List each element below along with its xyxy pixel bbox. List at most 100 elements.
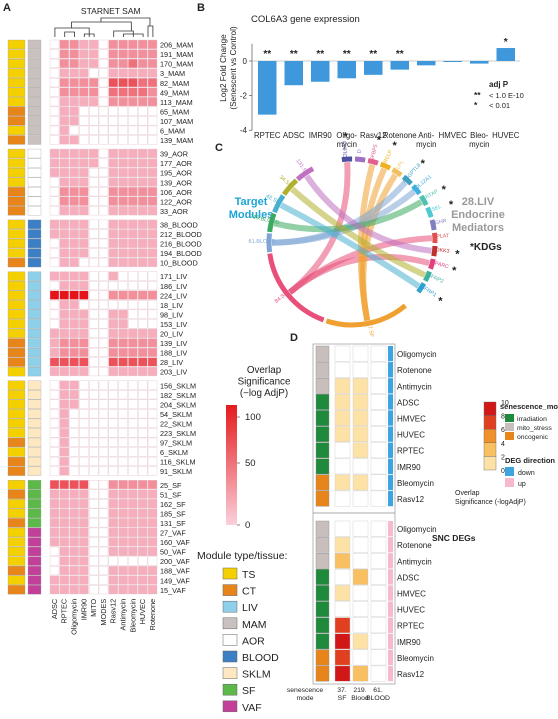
heat-cell [49,271,60,281]
significance-mark: * [504,37,508,48]
heat-cell [128,97,138,107]
heat-cell [98,585,109,595]
heat-cell [49,319,60,329]
row-label: 106_AOR [160,188,192,197]
heat-cell [137,148,148,159]
heat-cell [79,390,89,400]
heat-cell [59,428,69,438]
heat-cell [69,556,79,566]
type-cell [7,437,26,448]
row-label: 191_MAM [160,50,193,59]
heat-cell [108,556,119,566]
heat-cell [137,309,148,319]
heat-cell [88,49,99,59]
type-cell [7,556,26,566]
tissue-cell [27,125,42,136]
heat-cell [118,68,128,78]
heat-cell [69,281,79,291]
heat-cell [98,380,109,390]
heat-cell [79,527,89,537]
heat-cell [137,300,148,310]
legend-swatch [222,650,238,663]
direction-cell [388,394,393,410]
heat-cell [98,338,109,348]
row-label: HUVEC [397,606,425,615]
heat-cell [79,219,89,229]
heat-cell [88,319,99,329]
heat-cell [352,536,369,553]
kdg-star: * [452,265,457,277]
heat-cell [59,87,69,97]
y-axis-label: (Senescent vs Control) [229,26,238,110]
tissue-cell [27,187,42,197]
heat-cell [118,366,128,377]
heat-cell [49,177,60,187]
mode-legend-swatch [505,423,514,431]
heat-cell [79,148,89,159]
heat-cell [88,575,99,585]
heat-cell [88,546,99,556]
dendrogram-branch [147,25,154,37]
heat-cell [59,97,69,107]
dendrogram-branch [54,27,90,37]
mode-legend-swatch [505,414,514,422]
kdg-star: * [421,158,426,170]
direction-cell [388,346,393,362]
heat-cell [49,300,60,310]
heat-cell [118,466,128,476]
heat-cell [98,49,109,59]
direction-cell [388,426,393,442]
mode-cell [315,361,330,378]
direction-cell [388,362,393,378]
heat-cell [334,474,351,491]
heat-cell [98,281,109,291]
direction-cell [388,537,393,553]
heat-cell [108,257,119,268]
dendrogram-branch [83,33,95,37]
heat-cell [88,437,99,447]
heat-cell [59,508,69,518]
heat-cell [79,508,89,518]
heat-cell [137,399,148,409]
column-label: Rotenone [148,599,157,631]
heat-cell [334,665,351,682]
mode-cell [315,585,330,601]
heat-cell [69,49,79,59]
row-label: 139_AOR [160,178,192,187]
direction-cell [388,521,393,537]
kdg-star: * [449,199,454,211]
row-label: IMR90 [397,638,421,647]
heat-cell [147,229,158,239]
heat-cell [128,281,138,291]
heat-cell [98,347,109,357]
row-label: 139_MAM [160,136,193,145]
heat-cell [147,527,158,537]
heat-cell [147,248,158,258]
heat-cell [352,585,369,601]
heat-cell [69,489,79,499]
heat-cell [88,187,99,197]
row-label: 113_MAM [160,98,193,107]
heat-cell [128,300,138,310]
heat-cell [108,380,119,390]
legend-label: VAF [242,702,262,714]
heat-cell [69,328,79,338]
heat-cell [49,390,60,400]
heat-cell [88,489,99,499]
heat-cell [98,167,109,178]
row-label: 194_BLOOD [160,249,202,258]
chord-link [273,199,423,233]
row-label: 25_SF [160,481,182,490]
heat-cell [118,300,128,310]
heat-cell [118,585,128,595]
heat-cell [98,158,109,168]
tissue-cell [27,575,42,585]
heat-cell [137,499,148,509]
colorbar-segment [483,415,497,430]
heat-cell [128,158,138,168]
heat-cell [128,58,138,69]
heat-cell [88,537,99,547]
column-label: Antimycin [119,599,128,631]
heat-cell [118,39,128,49]
